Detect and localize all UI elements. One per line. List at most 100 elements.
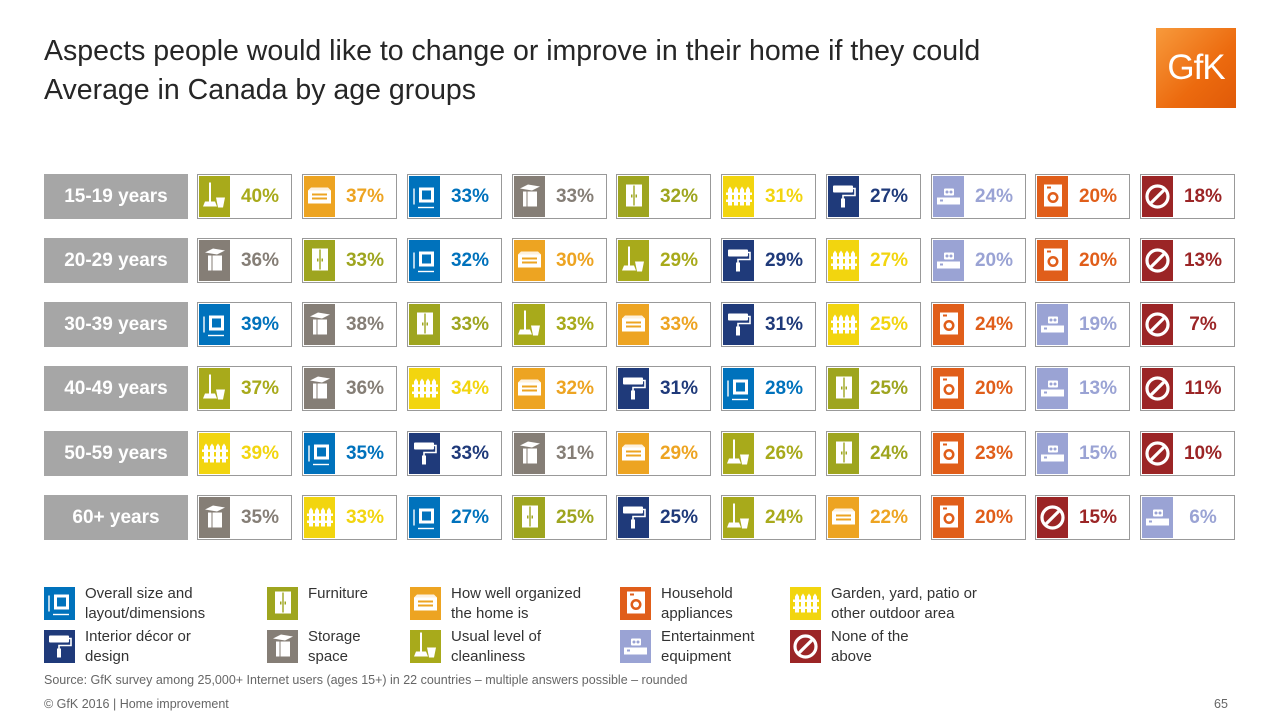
data-cell-size: 32%	[407, 238, 502, 283]
data-label: 7%	[1189, 314, 1217, 335]
wardrobe-icon	[514, 497, 545, 538]
data-cell-organized: 22%	[826, 495, 921, 540]
storage-box-icon	[199, 497, 230, 538]
data-cell-entertainment: 13%	[1035, 366, 1130, 411]
data-cell-garden: 39%	[197, 431, 292, 476]
data-label: 24%	[974, 186, 1014, 207]
data-label: 29%	[764, 250, 804, 271]
wardrobe-icon	[618, 176, 649, 217]
size-layout-icon	[409, 497, 440, 538]
data-cell-appliances: 20%	[1035, 174, 1130, 219]
drawer-icon	[828, 497, 859, 538]
mop-bucket-icon	[199, 368, 230, 409]
data-cell-none: 15%	[1035, 495, 1130, 540]
data-cell-garden: 27%	[826, 238, 921, 283]
data-label: 20%	[1078, 186, 1118, 207]
data-cell-entertainment: 24%	[931, 174, 1026, 219]
data-label: 31%	[659, 378, 699, 399]
storage-box-icon	[304, 368, 335, 409]
fence-icon	[723, 176, 754, 217]
data-label: 15%	[1078, 443, 1118, 464]
data-label: 36%	[345, 378, 385, 399]
data-label: 20%	[1078, 250, 1118, 271]
no-sign-icon	[1142, 304, 1173, 345]
drawer-icon	[514, 240, 545, 281]
legend-label: Entertainment equipment	[661, 628, 755, 665]
data-label: 39%	[240, 314, 280, 335]
data-cell-decor: 31%	[721, 302, 816, 347]
page-title: Aspects people would like to change or i…	[44, 32, 980, 110]
data-cell-furniture: 33%	[302, 238, 397, 283]
data-label: 31%	[555, 443, 595, 464]
data-cell-decor: 25%	[616, 495, 711, 540]
data-cell-entertainment: 15%	[1035, 431, 1130, 476]
data-label: 13%	[1078, 378, 1118, 399]
data-cell-organized: 37%	[302, 174, 397, 219]
data-label: 24%	[764, 507, 804, 528]
washing-machine-icon	[620, 587, 651, 620]
data-label: 40%	[240, 186, 280, 207]
wardrobe-icon	[304, 240, 335, 281]
data-cell-cleanliness: 37%	[197, 366, 292, 411]
mop-bucket-icon	[199, 176, 230, 217]
data-cell-storage: 35%	[197, 495, 292, 540]
data-label: 29%	[659, 443, 699, 464]
age-group-label: 50-59 years	[44, 431, 188, 476]
data-label: 31%	[764, 186, 804, 207]
age-group-label: 20-29 years	[44, 238, 188, 283]
no-sign-icon	[1142, 176, 1173, 217]
fence-icon	[828, 304, 859, 345]
data-label: 25%	[659, 507, 699, 528]
drawer-icon	[618, 433, 649, 474]
data-cell-size: 39%	[197, 302, 292, 347]
data-label: 32%	[659, 186, 699, 207]
tv-equipment-icon	[933, 240, 964, 281]
fence-icon	[409, 368, 440, 409]
paint-roller-icon	[723, 304, 754, 345]
data-label: 6%	[1189, 507, 1217, 528]
wardrobe-icon	[267, 587, 298, 620]
data-label: 13%	[1183, 250, 1223, 271]
legend-label: Storage space	[308, 628, 361, 665]
data-label: 37%	[345, 186, 385, 207]
data-label: 28%	[764, 378, 804, 399]
data-label: 33%	[345, 250, 385, 271]
data-cell-garden: 25%	[826, 302, 921, 347]
data-label: 36%	[240, 250, 280, 271]
data-label: 33%	[450, 186, 490, 207]
legend-label: Interior décor or design	[85, 628, 191, 665]
data-cell-entertainment: 20%	[931, 238, 1026, 283]
paint-roller-icon	[44, 630, 75, 663]
data-label: 35%	[345, 443, 385, 464]
data-label: 33%	[345, 507, 385, 528]
data-label: 20%	[974, 250, 1014, 271]
data-label: 30%	[555, 250, 595, 271]
fence-icon	[199, 433, 230, 474]
data-label: 24%	[974, 314, 1014, 335]
no-sign-icon	[1142, 433, 1173, 474]
data-cell-storage: 38%	[302, 302, 397, 347]
fence-icon	[790, 587, 821, 620]
data-cell-none: 11%	[1140, 366, 1235, 411]
data-label: 20%	[974, 507, 1014, 528]
data-cell-cleanliness: 24%	[721, 495, 816, 540]
data-label: 10%	[1183, 443, 1223, 464]
data-cell-size: 28%	[721, 366, 816, 411]
size-layout-icon	[409, 176, 440, 217]
age-group-label: 60+ years	[44, 495, 188, 540]
data-label: 27%	[450, 507, 490, 528]
gfk-logo: GfK	[1156, 28, 1236, 108]
data-cell-storage: 31%	[512, 431, 607, 476]
data-label: 19%	[1078, 314, 1118, 335]
data-label: 33%	[555, 186, 595, 207]
data-label: 27%	[869, 250, 909, 271]
data-cell-furniture: 33%	[407, 302, 502, 347]
legend-label: How well organized the home is	[451, 585, 582, 622]
tv-equipment-icon	[1037, 433, 1068, 474]
no-sign-icon	[1142, 240, 1173, 281]
wardrobe-icon	[828, 433, 859, 474]
data-cell-size: 33%	[407, 174, 502, 219]
data-label: 31%	[764, 314, 804, 335]
data-label: 11%	[1184, 378, 1222, 399]
data-label: 37%	[240, 378, 280, 399]
